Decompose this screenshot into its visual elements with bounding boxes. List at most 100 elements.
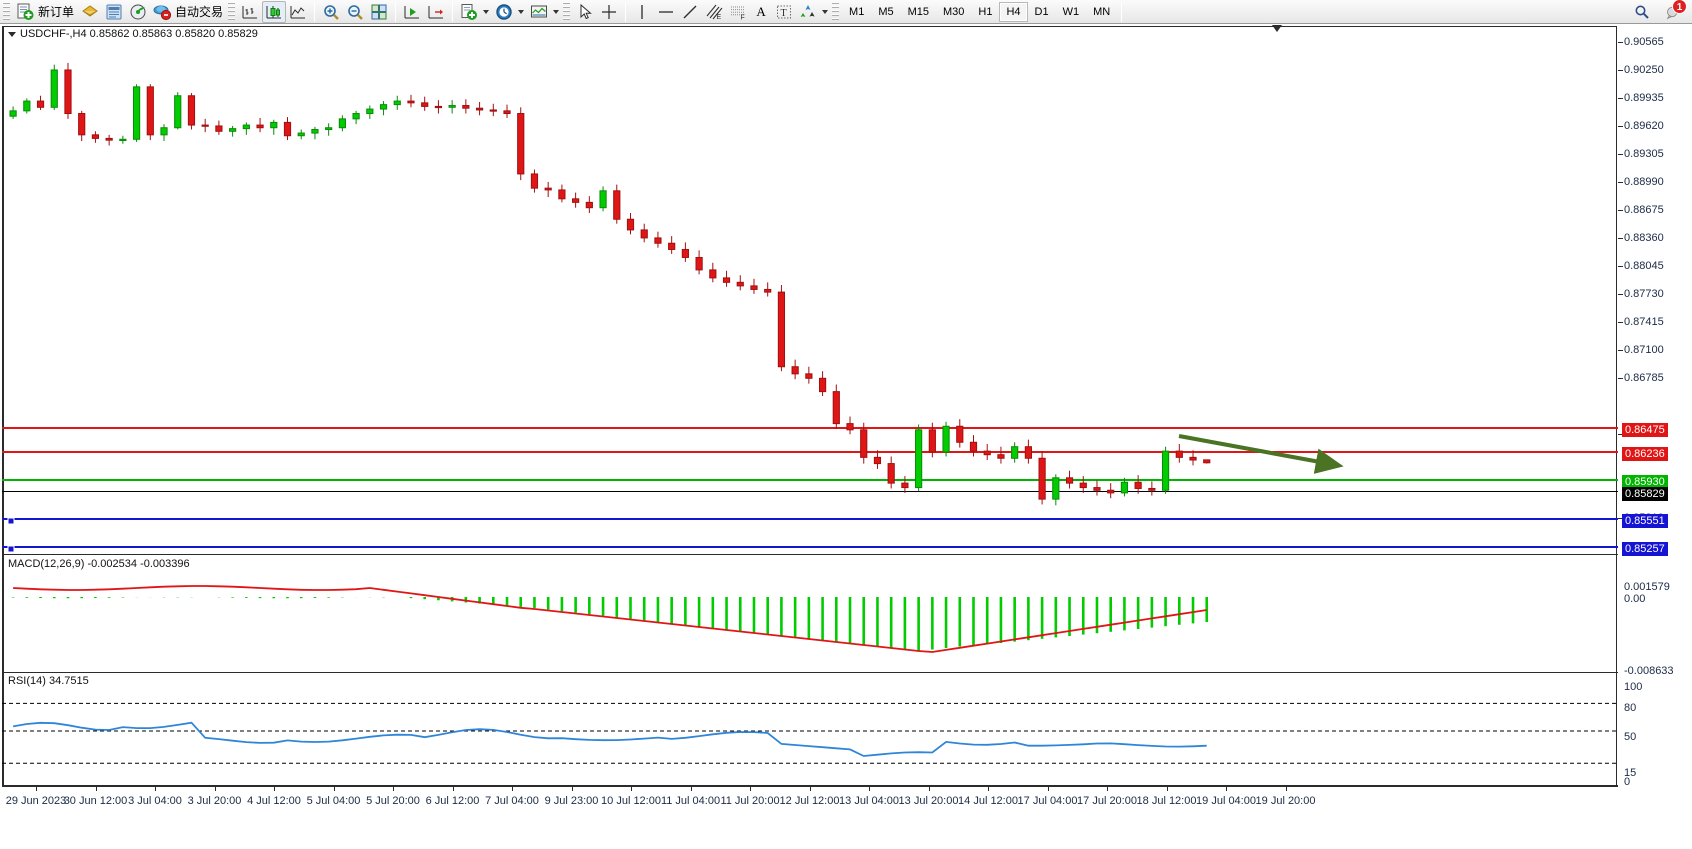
candle-body[interactable] <box>654 237 662 244</box>
candle-body[interactable] <box>626 218 635 231</box>
candle-body[interactable] <box>1161 450 1170 491</box>
candle-body[interactable] <box>1079 482 1087 489</box>
data-window-button[interactable] <box>102 1 126 23</box>
candle-body[interactable] <box>901 482 909 489</box>
timeframe-button-d1[interactable]: D1 <box>1034 5 1049 18</box>
candle-body[interactable] <box>297 132 305 137</box>
navigator-button[interactable] <box>126 1 150 23</box>
candle-body[interactable] <box>764 288 772 293</box>
candle-body[interactable] <box>517 113 525 175</box>
candle-body[interactable] <box>736 281 744 287</box>
candle-body[interactable] <box>599 190 607 209</box>
candle-body[interactable] <box>915 429 923 489</box>
candle-body[interactable] <box>791 366 799 375</box>
timeframe-button-m15[interactable]: M15 <box>907 5 929 18</box>
order-line-2[interactable] <box>2 545 1618 553</box>
order-line-2-handle[interactable] <box>7 545 15 553</box>
candle-body[interactable] <box>78 113 86 136</box>
candle-body[interactable] <box>1189 456 1197 461</box>
candle-body[interactable] <box>379 104 388 110</box>
timeframe-button-m30[interactable]: M30 <box>943 5 965 18</box>
search-button[interactable] <box>1630 1 1654 23</box>
horizontal-line-button[interactable] <box>654 1 678 23</box>
trendline-button[interactable] <box>678 1 702 23</box>
timeframe-button-h1[interactable]: H1 <box>978 5 993 18</box>
candle-body[interactable] <box>1093 487 1101 491</box>
candle-body[interactable] <box>311 129 319 134</box>
candle-body[interactable] <box>1038 457 1046 500</box>
candle-body[interactable] <box>462 105 470 109</box>
candle-body[interactable] <box>750 285 758 290</box>
candle-body[interactable] <box>489 109 497 112</box>
market-watch-button[interactable] <box>78 1 102 23</box>
candle-body[interactable] <box>818 377 827 393</box>
candle-body[interactable] <box>709 269 717 279</box>
candle-body[interactable] <box>928 429 936 453</box>
candle-body[interactable] <box>805 373 813 379</box>
bid-price-line[interactable] <box>2 491 1618 492</box>
candle-body[interactable] <box>23 100 31 112</box>
add-indicator-caret-icon[interactable] <box>483 9 490 14</box>
candle-body[interactable] <box>256 124 264 129</box>
candle-body[interactable] <box>585 201 593 209</box>
candle-body[interactable] <box>1024 446 1032 459</box>
macd-indicator-series[interactable] <box>2 555 1618 671</box>
timeframe-button-m5[interactable]: M5 <box>878 5 894 18</box>
toolbar-grip-drawing[interactable] <box>563 1 571 22</box>
candle-body[interactable] <box>969 441 978 452</box>
toolbar-grip-trade[interactable] <box>3 1 10 22</box>
candle-body[interactable] <box>832 391 840 425</box>
candle-body[interactable] <box>105 137 113 141</box>
fibonacci-button[interactable]: F <box>726 1 750 23</box>
candle-body[interactable] <box>91 134 100 139</box>
candle-body[interactable] <box>1052 477 1060 500</box>
candle-body[interactable] <box>270 121 278 129</box>
candle-body[interactable] <box>668 242 676 250</box>
candle-body[interactable] <box>393 100 401 106</box>
timeframe-button-h4[interactable]: H4 <box>999 1 1028 22</box>
bar-chart-button[interactable] <box>238 1 262 23</box>
timeframe-button-mn[interactable]: MN <box>1093 5 1111 18</box>
add-indicator-button[interactable] <box>457 1 492 23</box>
chart-area[interactable]: USDCHF-,H4 0.85862 0.85863 0.85820 0.858… <box>0 24 1692 849</box>
autotrading-button[interactable]: 自动交易 <box>150 1 227 23</box>
resistance-line-1[interactable] <box>2 427 1618 429</box>
candle-body[interactable] <box>475 107 484 111</box>
candle-body[interactable] <box>146 86 154 136</box>
candle-body[interactable] <box>242 124 250 130</box>
auto-scroll-button[interactable] <box>400 1 424 23</box>
candle-body[interactable] <box>132 86 141 140</box>
candle-body[interactable] <box>777 291 786 368</box>
candle-body[interactable] <box>283 121 292 137</box>
candle-body[interactable] <box>50 69 58 108</box>
candle-body[interactable] <box>36 100 45 108</box>
symbol-dropdown-caret-icon[interactable] <box>8 31 16 37</box>
candle-body[interactable] <box>448 105 456 108</box>
candle-body[interactable] <box>434 105 443 109</box>
line-chart-button[interactable] <box>286 1 310 23</box>
candle-body[interactable] <box>681 248 689 258</box>
equidistant-channel-button[interactable]: E <box>702 1 726 23</box>
candle-body[interactable] <box>1065 477 1074 484</box>
arrows-shapes-button[interactable] <box>796 1 831 23</box>
zoom-out-button[interactable] <box>343 1 367 23</box>
crosshair-tool-button[interactable] <box>597 1 621 23</box>
order-line-1-handle[interactable] <box>7 517 15 525</box>
candle-body[interactable] <box>942 425 950 453</box>
candle-body[interactable] <box>338 118 346 129</box>
price-level-chip-blue[interactable]: 0.85551 <box>1622 514 1668 528</box>
templates-caret-icon[interactable] <box>553 9 560 14</box>
candle-body[interactable] <box>229 128 237 132</box>
candle-body[interactable] <box>352 113 360 120</box>
candle-body[interactable] <box>613 190 621 220</box>
new-order-button[interactable]: 新订单 <box>13 1 78 23</box>
candle-body[interactable] <box>1175 450 1183 458</box>
time-axis[interactable]: 29 Jun 2023 30 Jun 12:00 3 Jul 04:00 3 Jul … <box>2 786 1618 814</box>
candle-body[interactable] <box>1011 446 1019 459</box>
candle-body[interactable] <box>572 198 580 203</box>
candle-body[interactable] <box>9 110 17 117</box>
price-level-chip-red[interactable]: 0.86236 <box>1622 447 1668 461</box>
timeframe-button-w1[interactable]: W1 <box>1062 5 1080 18</box>
candle-body[interactable] <box>558 189 566 200</box>
candle-body[interactable] <box>1120 481 1129 494</box>
